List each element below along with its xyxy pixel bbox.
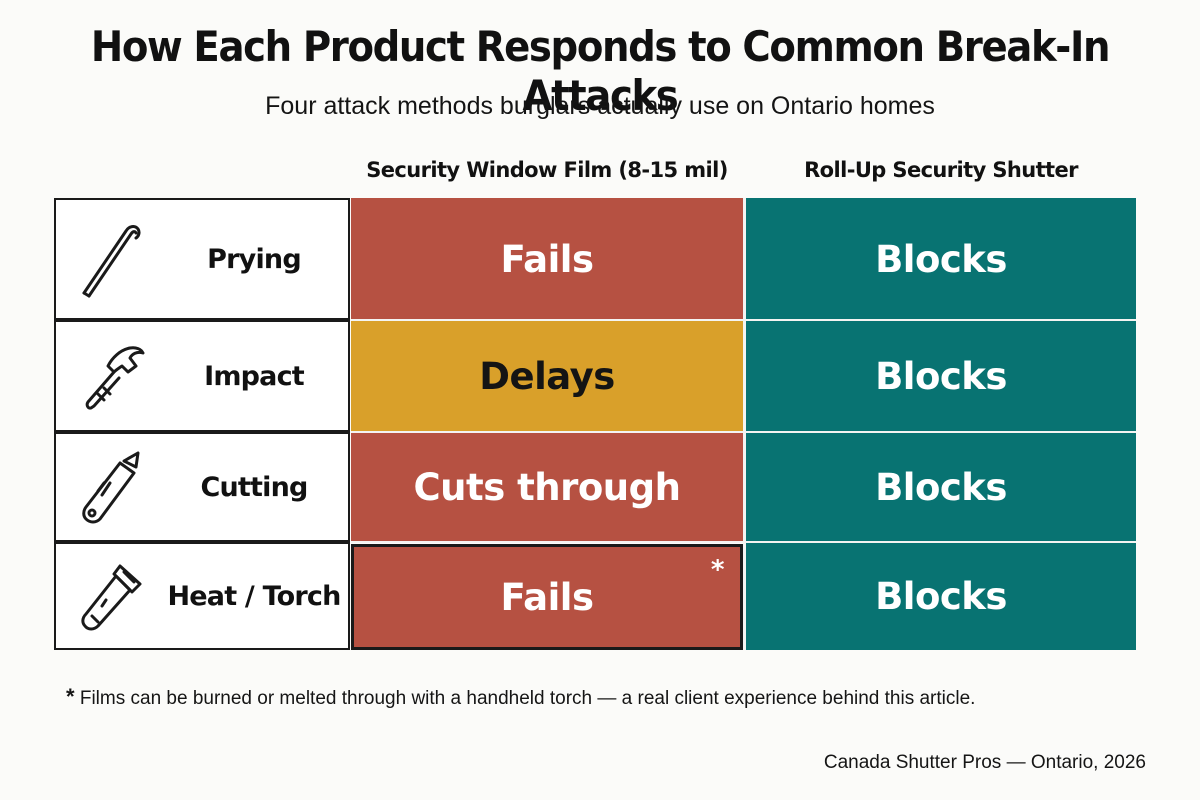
- row-label-cutting: Cutting: [54, 432, 350, 542]
- page-title: How Each Product Responds to Common Brea…: [90, 22, 1111, 120]
- column-header-film: Security Window Film (8-15 mil): [366, 158, 728, 182]
- shutter-result-cutting: Blocks: [746, 432, 1136, 542]
- row-label-heat-torch: Heat / Torch: [54, 542, 350, 650]
- row-label-prying: Prying: [54, 198, 350, 320]
- footnote-marker: *: [710, 555, 725, 585]
- row-label-impact: Impact: [54, 320, 350, 432]
- crowbar-icon: [82, 225, 141, 298]
- film-result-prying: Fails: [351, 198, 743, 320]
- attack-label: Cutting: [200, 471, 308, 503]
- footnote-text: Films can be burned or melted through wi…: [79, 688, 976, 709]
- hammer-icon: [85, 346, 145, 410]
- attack-label: Impact: [204, 360, 305, 392]
- page-subtitle: Four attack methods burglars actually us…: [265, 92, 935, 120]
- attack-label: Heat / Torch: [167, 580, 341, 612]
- column-header-shutter: Roll-Up Security Shutter: [804, 158, 1078, 182]
- utility-knife-icon: [82, 451, 140, 524]
- footnote-star: *: [66, 684, 75, 709]
- shutter-result-impact: Blocks: [746, 320, 1136, 432]
- film-result-text: Fails: [500, 575, 594, 619]
- credit-line: Canada Shutter Pros — Ontario, 2026: [823, 752, 1146, 773]
- torch-icon: [81, 564, 142, 631]
- shutter-result-heat-torch: Blocks: [746, 542, 1136, 650]
- film-result-impact: Delays: [351, 320, 743, 432]
- film-result-cutting: Cuts through: [351, 432, 743, 542]
- shutter-result-prying: Blocks: [746, 198, 1136, 320]
- film-result-heat-torch: Fails *: [351, 544, 743, 650]
- comparison-table: Prying Fails Blocks Impact Delays Blocks: [54, 198, 1136, 650]
- footnote: * Films can be burned or melted through …: [66, 684, 975, 710]
- attack-label: Prying: [207, 243, 302, 275]
